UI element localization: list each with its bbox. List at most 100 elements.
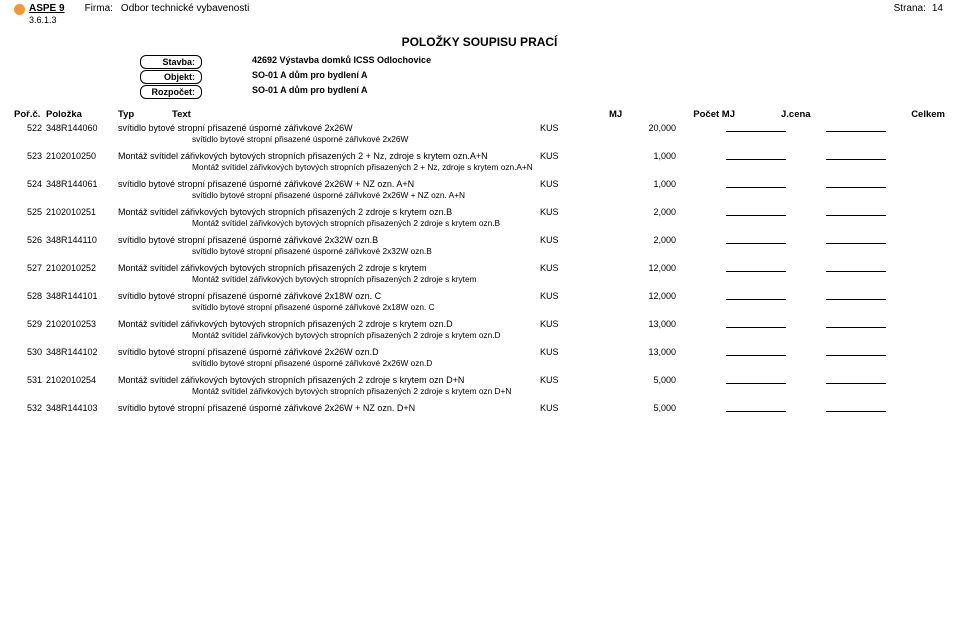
objekt-label: Objekt: <box>140 70 202 84</box>
column-headers: Poř.č. Položka Typ Text MJ Počet MJ J.ce… <box>0 109 959 120</box>
row-jcena-blank <box>676 347 786 356</box>
table-subrow: Montáž svítidel zářivkových bytových str… <box>0 274 959 284</box>
table-row: 5312102010254Montáž svítidel zářivkových… <box>0 375 959 385</box>
row-qty: 2,000 <box>586 235 676 245</box>
row-text: svítidlo bytové stropní přisazené úsporn… <box>118 179 536 189</box>
row-mj: KUS <box>536 319 586 329</box>
row-qty: 1,000 <box>586 179 676 189</box>
col-porc: Poř.č. <box>14 109 46 120</box>
row-mj: KUS <box>536 375 586 385</box>
row-num: 524 <box>14 179 42 189</box>
col-celkem: Celkem <box>845 109 945 120</box>
subrow-text: Montáž svítidel zářivkových bytových str… <box>192 386 572 396</box>
rows-container: 522348R144060svítidlo bytové stropní při… <box>0 123 959 413</box>
row-celkem-blank <box>786 179 886 188</box>
table-row: 532348R144103svítidlo bytové stropní při… <box>0 403 959 413</box>
row-mj: KUS <box>536 123 586 133</box>
row-mj: KUS <box>536 235 586 245</box>
row-qty: 12,000 <box>586 263 676 273</box>
subrow-text: svítidlo bytové stropní přisazené úsporn… <box>192 358 572 368</box>
row-text: Montáž svítidel zářivkových bytových str… <box>118 263 536 273</box>
row-celkem-blank <box>786 207 886 216</box>
page-title: POLOŽKY SOUPISU PRACÍ <box>0 35 959 49</box>
table-subrow: Montáž svítidel zářivkových bytových str… <box>0 386 959 396</box>
row-mj: KUS <box>536 263 586 273</box>
row-num: 532 <box>14 403 42 413</box>
subrow-text: Montáž svítidel zářivkových bytových str… <box>192 274 572 284</box>
row-code: 2102010251 <box>42 207 118 217</box>
table-row: 5272102010252Montáž svítidel zářivkových… <box>0 263 959 273</box>
row-celkem-blank <box>786 123 886 132</box>
row-qty: 5,000 <box>586 375 676 385</box>
table-row: 522348R144060svítidlo bytové stropní při… <box>0 123 959 133</box>
table-subrow: svítidlo bytové stropní přisazené úsporn… <box>0 246 959 256</box>
meta-block: Stavba: 42692 Výstavba domků ICSS Odloch… <box>140 55 959 99</box>
row-text: Montáž svítidel zářivkových bytových str… <box>118 375 536 385</box>
row-num: 531 <box>14 375 42 385</box>
row-num: 526 <box>14 235 42 245</box>
row-code: 2102010253 <box>42 319 118 329</box>
row-code: 348R144103 <box>42 403 118 413</box>
table-row: 524348R144061svítidlo bytové stropní při… <box>0 179 959 189</box>
row-qty: 13,000 <box>586 319 676 329</box>
col-text: Text <box>172 109 609 120</box>
row-jcena-blank <box>676 123 786 132</box>
row-code: 2102010252 <box>42 263 118 273</box>
table-row: 5232102010250Montáž svítidel zářivkových… <box>0 151 959 161</box>
row-celkem-blank <box>786 151 886 160</box>
logo-icon <box>14 4 25 15</box>
firma-label: Firma: <box>85 3 113 14</box>
app-version: 3.6.1.3 <box>29 15 65 25</box>
row-mj: KUS <box>536 151 586 161</box>
row-qty: 1,000 <box>586 151 676 161</box>
row-num: 522 <box>14 123 42 133</box>
col-typ: Typ <box>118 109 172 120</box>
table-row: 528348R144101svítidlo bytové stropní při… <box>0 291 959 301</box>
row-qty: 13,000 <box>586 347 676 357</box>
row-celkem-blank <box>786 319 886 328</box>
rozpocet-label: Rozpočet: <box>140 85 202 99</box>
row-jcena-blank <box>676 291 786 300</box>
row-jcena-blank <box>676 179 786 188</box>
row-text: Montáž svítidel zářivkových bytových str… <box>118 207 536 217</box>
table-row: 526348R144110svítidlo bytové stropní při… <box>0 235 959 245</box>
objekt-value: SO-01 A dům pro bydlení A <box>252 70 368 84</box>
row-text: svítidlo bytové stropní přisazené úsporn… <box>118 235 536 245</box>
row-jcena-blank <box>676 375 786 384</box>
row-celkem-blank <box>786 263 886 272</box>
table-subrow: Montáž svítidel zářivkových bytových str… <box>0 162 959 172</box>
row-jcena-blank <box>676 235 786 244</box>
header: ASPE 9 3.6.1.3 Firma: Odbor technické vy… <box>0 0 959 25</box>
row-text: Montáž svítidel zářivkových bytových str… <box>118 319 536 329</box>
row-mj: KUS <box>536 291 586 301</box>
subrow-text: Montáž svítidel zářivkových bytových str… <box>192 330 572 340</box>
row-mj: KUS <box>536 179 586 189</box>
rozpocet-value: SO-01 A dům pro bydlení A <box>252 85 368 99</box>
col-pocet: Počet MJ <box>669 109 735 120</box>
subrow-text: svítidlo bytové stropní přisazené úsporn… <box>192 302 572 312</box>
table-row: 5292102010253Montáž svítidel zářivkových… <box>0 319 959 329</box>
stavba-label: Stavba: <box>140 55 202 69</box>
row-code: 2102010250 <box>42 151 118 161</box>
row-mj: KUS <box>536 403 586 413</box>
row-jcena-blank <box>676 319 786 328</box>
table-subrow: Montáž svítidel zářivkových bytových str… <box>0 330 959 340</box>
row-num: 528 <box>14 291 42 301</box>
row-text: svítidlo bytové stropní přisazené úsporn… <box>118 403 536 413</box>
row-celkem-blank <box>786 375 886 384</box>
table-subrow: svítidlo bytové stropní přisazené úsporn… <box>0 358 959 368</box>
row-jcena-blank <box>676 151 786 160</box>
subrow-text: svítidlo bytové stropní přisazené úsporn… <box>192 190 572 200</box>
row-code: 348R144101 <box>42 291 118 301</box>
table-subrow: svítidlo bytové stropní přisazené úsporn… <box>0 134 959 144</box>
row-mj: KUS <box>536 207 586 217</box>
subrow-text: Montáž svítidel zářivkových bytových str… <box>192 218 572 228</box>
col-jcena: J.cena <box>735 109 845 120</box>
row-code: 348R144110 <box>42 235 118 245</box>
strana-label: Strana: <box>894 3 926 14</box>
row-jcena-blank <box>676 207 786 216</box>
strana-value: 14 <box>932 3 943 14</box>
subrow-text: svítidlo bytové stropní přisazené úsporn… <box>192 246 572 256</box>
app-name: ASPE 9 <box>29 3 65 14</box>
table-row: 5252102010251Montáž svítidel zářivkových… <box>0 207 959 217</box>
